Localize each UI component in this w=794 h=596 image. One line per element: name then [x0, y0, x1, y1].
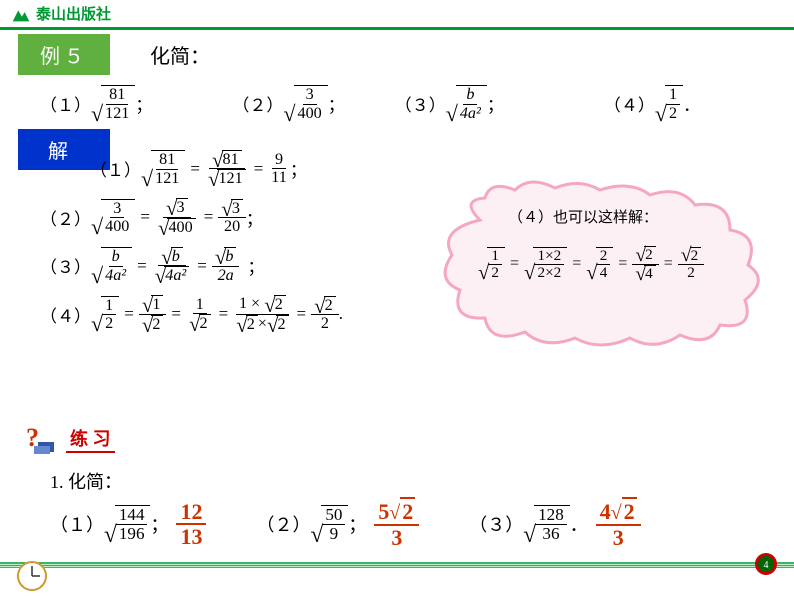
answer-2: 5√23 — [374, 500, 419, 549]
problem-1: （１） √81121 ； — [40, 85, 152, 123]
problem-2: （２） √3400 ； — [232, 85, 344, 123]
example-badge: 例５ — [18, 34, 110, 75]
slide-number: 4 — [764, 560, 769, 571]
cloud-equation: √12 = √1×22×2 = √24 = √2√4 = √22 — [478, 246, 704, 282]
practice-heading: ? 练 习 — [20, 424, 115, 454]
mountain-icon — [10, 3, 32, 25]
divider-rule — [0, 562, 794, 568]
header-bar: 泰山出版社 — [0, 0, 794, 30]
problem-4: （４） √12 ． — [604, 85, 700, 123]
answer-1: 1213 — [176, 500, 206, 548]
practice-label: 练 习 — [66, 425, 115, 453]
publisher-logo: 泰山出版社 — [10, 3, 111, 25]
answer-3: 4√23 — [596, 500, 641, 549]
svg-text:?: ? — [26, 424, 39, 452]
clock-icon — [16, 560, 48, 592]
cloud-callout: （４）也可以这样解： √12 = √1×22×2 = √24 = √2√4 = … — [430, 180, 770, 350]
problem-3: （３） √b4a² ； — [395, 85, 504, 123]
publisher-name: 泰山出版社 — [36, 3, 111, 24]
slide-number-badge: 4 — [754, 552, 778, 576]
problem-label: （１） — [40, 91, 91, 116]
example-title: 化简： — [150, 40, 210, 69]
cloud-note: （４）也可以这样解： — [508, 206, 658, 227]
problem-list: （１） √81121 ； （２） √3400 ； （３） √b4a² ； （４）… — [40, 85, 794, 123]
practice-title: 1. 化简： — [50, 468, 122, 494]
question-icon: ? — [20, 424, 56, 454]
example-title-row: 例５ 化简： — [0, 34, 794, 75]
practice-items: （１） √144196 ； 1213 （２） √509 ； 5√23 （３） √… — [50, 500, 770, 549]
